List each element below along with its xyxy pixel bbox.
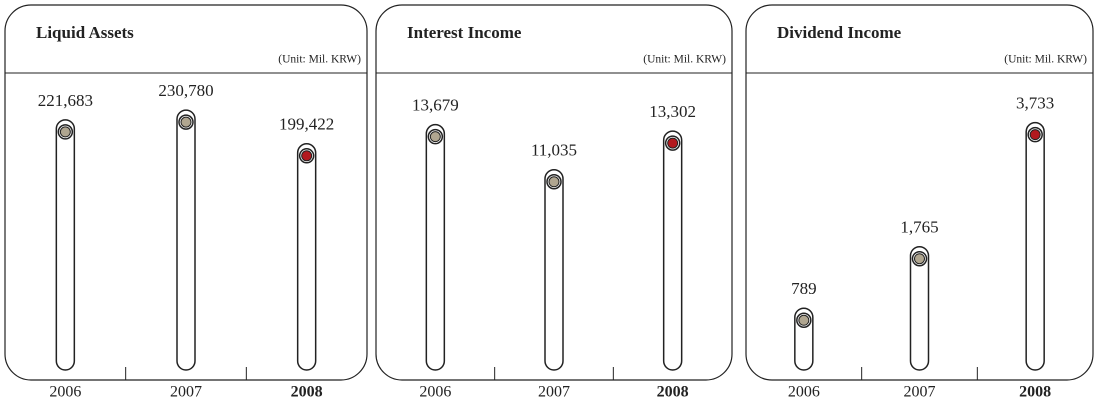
marker [59, 126, 71, 138]
value-label: 11,035 [531, 141, 577, 160]
value-label: 1,765 [900, 218, 938, 237]
x-tick-label: 2007 [538, 384, 570, 401]
unit-label: (Unit: Mil. KRW) [1004, 54, 1087, 66]
chart-panel: Liquid Assets (Unit: Mil. KRW) 221,683 2006… [4, 4, 368, 401]
chart-title: Dividend Income [777, 23, 902, 42]
x-tick-label: 2008 [291, 384, 323, 401]
chart-panel: Interest Income (Unit: Mil. KRW) 13,679 200… [375, 4, 733, 401]
bar [544, 169, 564, 371]
unit-label: (Unit: Mil. KRW) [278, 54, 361, 66]
x-tick-label: 2008 [657, 384, 689, 401]
marker [1029, 129, 1041, 141]
panel-frame [375, 4, 733, 381]
bar [425, 123, 446, 371]
bar [662, 130, 683, 371]
bar [1025, 121, 1045, 371]
x-tick-label: 2007 [904, 384, 936, 401]
bar [296, 143, 317, 371]
value-label: 3,733 [1016, 94, 1054, 113]
marker [429, 131, 441, 143]
marker [914, 253, 925, 265]
marker [548, 176, 560, 188]
bar [176, 109, 196, 371]
value-label: 789 [791, 279, 817, 298]
value-label: 230,780 [158, 81, 213, 100]
unit-label: (Unit: Mil. KRW) [643, 54, 726, 66]
chart-title: Liquid Assets [36, 23, 134, 42]
value-label: 199,422 [279, 115, 334, 134]
marker [301, 150, 313, 162]
marker [667, 137, 679, 149]
bar [909, 245, 930, 371]
x-tick-label: 2008 [1019, 384, 1051, 401]
chart-panel: Dividend Income (Unit: Mil. KRW) 789 2006 1,… [745, 4, 1094, 401]
x-tick-label: 2006 [49, 384, 81, 401]
value-label: 13,302 [649, 102, 696, 121]
value-label: 13,679 [412, 96, 459, 115]
marker [798, 314, 810, 326]
panel-frame [4, 4, 368, 381]
x-tick-label: 2007 [170, 384, 202, 401]
x-tick-label: 2006 [419, 384, 451, 401]
value-label: 221,683 [38, 91, 93, 110]
panel-frame [745, 4, 1094, 381]
chart-title: Interest Income [407, 23, 522, 42]
marker [180, 116, 192, 128]
bar [55, 119, 76, 371]
x-tick-label: 2006 [788, 384, 820, 401]
